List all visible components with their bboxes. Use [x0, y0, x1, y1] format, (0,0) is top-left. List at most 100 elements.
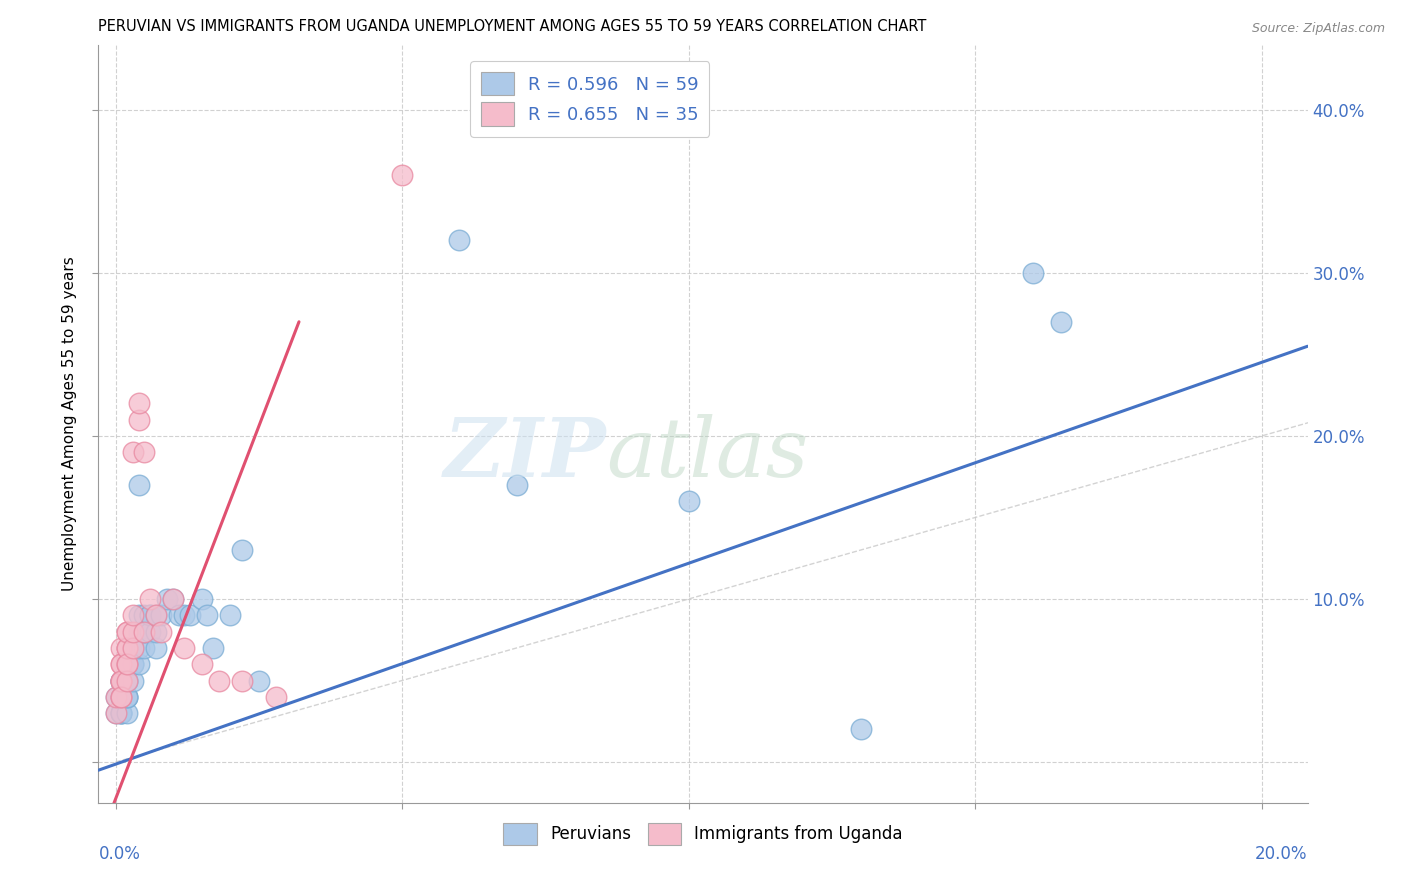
Point [134, 624, 156, 639]
Point [202, 640, 225, 655]
Point [1021, 266, 1043, 280]
Point [506, 478, 529, 492]
Point [104, 706, 127, 720]
Point [115, 640, 138, 655]
Point [110, 706, 132, 720]
Text: Source: ZipAtlas.com: Source: ZipAtlas.com [1251, 22, 1385, 36]
Point [128, 640, 150, 655]
Text: ZIP: ZIP [444, 414, 606, 494]
Point [121, 445, 143, 459]
Point [115, 690, 138, 704]
Point [115, 673, 138, 688]
Point [128, 412, 150, 426]
Point [190, 657, 212, 672]
Point [110, 673, 132, 688]
Point [121, 624, 143, 639]
Point [678, 494, 700, 508]
Point [134, 624, 156, 639]
Point [247, 673, 270, 688]
Point [167, 608, 190, 623]
Point [179, 608, 201, 623]
Point [110, 640, 132, 655]
Point [231, 543, 253, 558]
Point [110, 706, 132, 720]
Text: atlas: atlas [606, 414, 808, 494]
Point [128, 624, 150, 639]
Point [190, 592, 212, 607]
Point [134, 608, 156, 623]
Point [150, 624, 173, 639]
Point [115, 673, 138, 688]
Point [264, 690, 287, 704]
Point [110, 690, 132, 704]
Point [391, 168, 413, 182]
Point [121, 640, 143, 655]
Point [115, 690, 138, 704]
Point [849, 723, 872, 737]
Point [173, 608, 195, 623]
Point [150, 608, 173, 623]
Point [121, 657, 143, 672]
Point [231, 673, 253, 688]
Point [110, 673, 132, 688]
Point [162, 592, 184, 607]
Point [156, 592, 179, 607]
Point [115, 690, 138, 704]
Point [134, 445, 156, 459]
Point [104, 706, 127, 720]
Point [115, 673, 138, 688]
Point [145, 608, 167, 623]
Point [110, 657, 132, 672]
Point [449, 233, 471, 247]
Point [139, 592, 162, 607]
Point [162, 592, 184, 607]
Point [145, 624, 167, 639]
Text: 0.0%: 0.0% [98, 845, 141, 863]
Point [134, 640, 156, 655]
Text: 20.0%: 20.0% [1256, 845, 1308, 863]
Point [115, 657, 138, 672]
Point [115, 657, 138, 672]
Point [110, 673, 132, 688]
Point [104, 690, 127, 704]
Point [195, 608, 218, 623]
Point [173, 640, 195, 655]
Point [110, 690, 132, 704]
Point [134, 624, 156, 639]
Point [115, 624, 138, 639]
Point [121, 640, 143, 655]
Point [110, 657, 132, 672]
Point [121, 608, 143, 623]
Y-axis label: Unemployment Among Ages 55 to 59 years: Unemployment Among Ages 55 to 59 years [62, 256, 77, 591]
Point [110, 690, 132, 704]
Point [110, 706, 132, 720]
Point [110, 690, 132, 704]
Legend: Peruvians, Immigrants from Uganda: Peruvians, Immigrants from Uganda [496, 816, 910, 851]
Point [128, 608, 150, 623]
Point [208, 673, 231, 688]
Point [115, 673, 138, 688]
Point [110, 673, 132, 688]
Point [115, 624, 138, 639]
Point [121, 657, 143, 672]
Point [128, 478, 150, 492]
Point [115, 673, 138, 688]
Point [128, 396, 150, 410]
Text: PERUVIAN VS IMMIGRANTS FROM UGANDA UNEMPLOYMENT AMONG AGES 55 TO 59 YEARS CORREL: PERUVIAN VS IMMIGRANTS FROM UGANDA UNEMP… [98, 19, 927, 34]
Point [115, 657, 138, 672]
Point [121, 640, 143, 655]
Point [110, 690, 132, 704]
Point [145, 608, 167, 623]
Point [121, 673, 143, 688]
Point [104, 690, 127, 704]
Point [219, 608, 242, 623]
Point [1050, 315, 1073, 329]
Point [139, 624, 162, 639]
Point [139, 608, 162, 623]
Point [110, 673, 132, 688]
Point [128, 657, 150, 672]
Point [115, 706, 138, 720]
Point [110, 673, 132, 688]
Point [115, 657, 138, 672]
Point [139, 608, 162, 623]
